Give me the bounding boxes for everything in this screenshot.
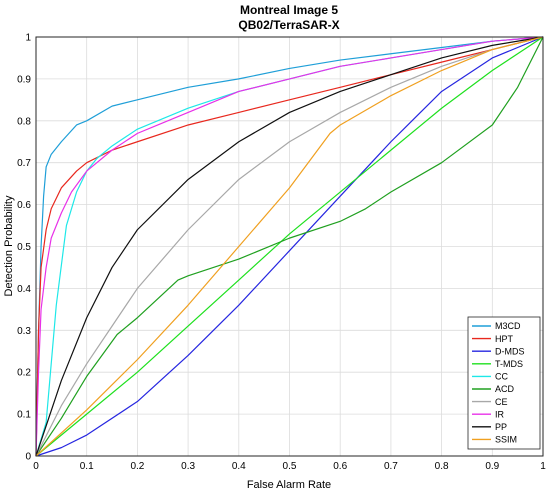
x-tick-label: 0.1: [80, 461, 94, 472]
chart-subtitle: QB02/TerraSAR-X: [238, 18, 339, 32]
y-tick-label: 0: [25, 452, 31, 463]
y-tick-labels: 0 0.1 0.2 0.3 0.4 0.5 0.6 0.7 0.8 0.9 1: [17, 33, 31, 463]
series-line-acd: [35, 36, 544, 457]
series-line-pp: [35, 36, 544, 457]
series-line-ir: [35, 36, 544, 457]
x-tick-label: 0.3: [181, 461, 195, 472]
legend-label-cc: CC: [495, 372, 508, 382]
legend-label-ce: CE: [495, 397, 508, 407]
x-tick-label: 0.8: [435, 461, 449, 472]
x-tick-label: 0: [33, 461, 39, 472]
y-tick-label: 0.7: [17, 158, 31, 169]
y-tick-label: 0.1: [17, 410, 31, 421]
legend: M3CD HPT D-MDS T-MDS CC ACD CE IR PP SSIM: [467, 316, 541, 450]
series-line-ce: [35, 36, 544, 457]
chart-title: Montreal Image 5: [240, 3, 338, 17]
legend-label-m3cd: M3CD: [495, 321, 521, 331]
y-tick-label: 0.8: [17, 116, 31, 127]
x-tick-labels: 0 0.1 0.2 0.3 0.4 0.5 0.6 0.7 0.8 0.9 1: [33, 461, 546, 472]
x-tick-label: 0.9: [485, 461, 499, 472]
series-line-m3cd: [35, 36, 544, 457]
y-tick-label: 0.3: [17, 326, 31, 337]
plot-frame: [35, 36, 544, 457]
legend-label-ir: IR: [495, 409, 505, 419]
legend-label-t-mds: T-MDS: [495, 359, 523, 369]
legend-label-hpt: HPT: [495, 334, 514, 344]
legend-label-pp: PP: [495, 422, 507, 432]
x-tick-label: 0.2: [130, 461, 144, 472]
y-tick-label: 0.4: [17, 284, 31, 295]
series-line-ssim: [35, 36, 544, 457]
y-tick-label: 0.9: [17, 74, 31, 85]
series-layer: [35, 36, 544, 457]
y-axis-label: Detection Probability: [3, 195, 15, 296]
series-line-hpt: [35, 36, 544, 457]
series-line-d-mds: [35, 36, 544, 457]
y-tick-label: 0.6: [17, 200, 31, 211]
x-tick-label: 0.6: [333, 461, 347, 472]
legend-label-acd: ACD: [495, 384, 515, 394]
legend-label-d-mds: D-MDS: [495, 346, 525, 356]
x-tick-label: 0.5: [283, 461, 297, 472]
y-tick-label: 1: [25, 33, 31, 44]
x-axis-label: False Alarm Rate: [247, 479, 331, 491]
x-tick-label: 0.4: [232, 461, 246, 472]
x-tick-label: 1: [540, 461, 546, 472]
series-line-t-mds: [35, 36, 544, 457]
x-tick-label: 0.7: [384, 461, 398, 472]
legend-label-ssim: SSIM: [495, 435, 517, 445]
y-tick-label: 0.5: [17, 242, 31, 253]
y-tick-label: 0.2: [17, 368, 31, 379]
